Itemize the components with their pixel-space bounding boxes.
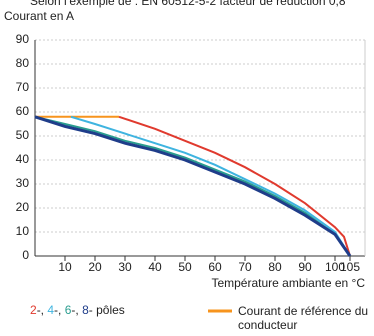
x-axis-label: Température ambiante en °C: [211, 276, 365, 290]
x-tick-label: 80: [268, 260, 282, 274]
legend-entry: 6: [65, 303, 72, 317]
legend-label: Courant de référence du conducteur: [238, 304, 369, 332]
x-tick-label: 20: [88, 260, 102, 274]
y-tick-label: 50: [16, 128, 30, 142]
legend-entry: 4: [47, 303, 54, 317]
y-axis-label: Courant en A: [4, 9, 74, 23]
x-tick-label: 70: [238, 260, 252, 274]
legend-entry: 8: [82, 303, 89, 317]
legend-separator: -,: [54, 303, 65, 317]
legend-suffix: - pôles: [89, 303, 125, 317]
series-line: [34, 115, 351, 257]
subtitle: Selon l’exemple de : EN 60512-5-2 facteu…: [30, 0, 346, 8]
x-tick-label: 50: [178, 260, 192, 274]
y-tick-label: 30: [16, 176, 30, 190]
x-tick-label: 30: [118, 260, 132, 274]
y-tick-label: 90: [16, 32, 30, 46]
x-tick-label: 40: [148, 260, 162, 274]
y-tick-label: 70: [16, 80, 30, 94]
y-tick-label: 20: [16, 200, 30, 214]
series-line: [70, 115, 351, 257]
y-tick-label: 60: [16, 104, 30, 118]
y-tick-label: 80: [16, 56, 30, 70]
x-tick-label: 100: [325, 260, 345, 274]
y-tick-label: 10: [16, 224, 30, 238]
y-tick-label: 40: [16, 152, 30, 166]
legend-separator: -,: [71, 303, 82, 317]
series-line: [118, 115, 351, 257]
legend: 2-, 4-, 6-, 8- pôles: [30, 303, 125, 317]
x-tick-label: 105: [340, 260, 360, 274]
legend-separator: -,: [37, 303, 48, 317]
series-line: [34, 115, 352, 257]
x-tick-label: 60: [208, 260, 222, 274]
x-tick-label: 90: [298, 260, 312, 274]
x-tick-label: 10: [58, 260, 72, 274]
y-tick-label: 0: [22, 248, 29, 262]
legend-entry: 2: [30, 303, 37, 317]
